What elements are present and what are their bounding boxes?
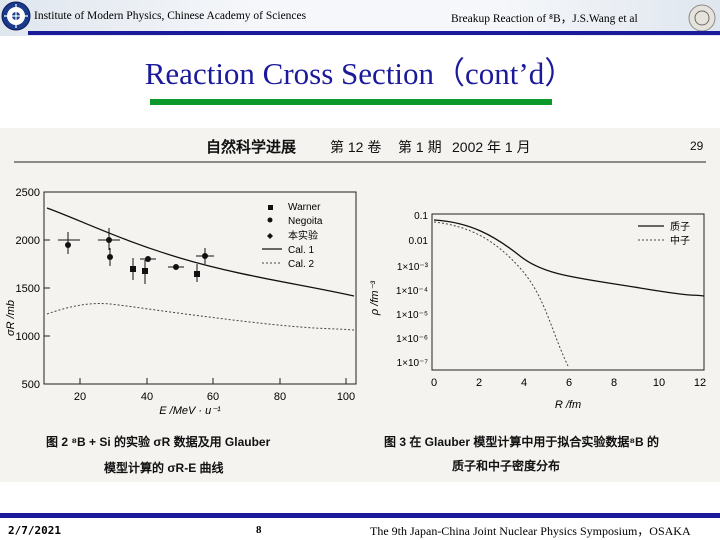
fig2-ytick-label: 2500 <box>16 187 40 199</box>
fig3-xlabel: R /fm <box>555 399 581 411</box>
scanned-figure: 自然科学进展 第 12 卷 第 1 期 2002 年 1 月 29 2500 2… <box>0 128 720 482</box>
header-talk-title: Breakup Reaction of ⁸B，J.S.Wang et al <box>451 13 638 25</box>
fig2-ylabel: σR /mb <box>5 300 17 336</box>
fig2-xtick-label: 40 <box>141 391 153 403</box>
fig3-ytick-label: 1×10⁻⁵ <box>396 310 428 321</box>
journal-issue: 第 1 期 <box>398 139 442 155</box>
footer-divider <box>0 513 720 518</box>
fig3-ylabel: ρ /fm⁻³ <box>369 281 381 316</box>
footer-date: 2/7/2021 <box>8 524 61 537</box>
fig3-legend-label: 质子 <box>670 221 690 233</box>
slide-title: Reaction Cross Section（cont’d） <box>144 56 576 91</box>
fig3-xtick-label: 4 <box>521 377 527 389</box>
fig2-xticks: 20 40 60 80 100 <box>74 378 355 403</box>
fig3-xtick-label: 0 <box>431 377 437 389</box>
fig2-yticks: 2500 2000 1500 1000 500 <box>16 187 50 391</box>
fig2-ytick-label: 500 <box>22 379 40 391</box>
header-divider <box>28 31 720 35</box>
title-underline <box>150 99 552 105</box>
fig3-ytick-label: 0.1 <box>414 211 428 222</box>
fig3-xtick-label: 2 <box>476 377 482 389</box>
fig3-xticks: 0 2 4 6 8 10 12 <box>431 377 706 389</box>
fig2-caption: 图 2 ⁸B + Si 的实验 σR 数据及用 Glauber <box>46 434 271 449</box>
fig2-xtick-label: 80 <box>274 391 286 403</box>
fig2-legend: Warner Negoita 本实验 Cal. 1 Cal. 2 <box>262 202 323 270</box>
fig3-ytick-label: 1×10⁻⁴ <box>396 286 428 297</box>
fig3-xtick-label: 10 <box>653 377 665 389</box>
footer-page-number: 8 <box>256 524 262 536</box>
fig3-caption: 质子和中子密度分布 <box>452 458 560 473</box>
journal-page-number: 29 <box>690 139 704 153</box>
fig3-curve-proton <box>433 219 705 297</box>
header-band <box>0 0 720 36</box>
fig3-legend-label: 中子 <box>670 234 690 247</box>
fig2-xtick-label: 100 <box>337 391 355 403</box>
footer-symposium: The 9th Japan-China Joint Nuclear Physic… <box>370 524 691 538</box>
fig2-curve-cal1 <box>46 207 355 297</box>
fig2-data-points <box>58 228 214 284</box>
fig2-caption: 模型计算的 σR-E 曲线 <box>104 460 224 475</box>
fig3-curve-neutron <box>433 221 569 367</box>
fig3-ytick-label: 1×10⁻⁷ <box>397 358 429 369</box>
fig2-xtick-label: 20 <box>74 391 86 403</box>
fig2-xlabel: E /MeV · u⁻¹ <box>159 405 221 417</box>
fig2-point <box>65 242 71 248</box>
journal-name: 自然科学进展 <box>206 138 296 156</box>
conference-logo <box>688 4 716 32</box>
journal-volume: 第 12 卷 <box>330 139 381 155</box>
fig2-legend-label: Warner <box>288 202 321 213</box>
fig3-legend: 质子 中子 <box>638 221 690 247</box>
fig2-legend-label: Cal. 1 <box>288 245 315 256</box>
fig2-legend-label: 本实验 <box>288 229 318 242</box>
fig2-legend-label: Cal. 2 <box>288 259 315 270</box>
fig2-ytick-label: 1500 <box>16 283 40 295</box>
fig2-point <box>106 237 112 243</box>
fig3-xtick-label: 6 <box>566 377 572 389</box>
fig3-ytick-label: 1×10⁻⁶ <box>396 334 428 345</box>
fig2-ytick-label: 2000 <box>16 235 40 247</box>
fig3-caption: 图 3 在 Glauber 模型计算中用于拟合实验数据⁸B 的 <box>384 434 659 449</box>
fig2-ytick-label: 1000 <box>16 331 40 343</box>
institute-logo <box>1 1 31 31</box>
journal-date: 2002 年 1 月 <box>452 139 531 155</box>
fig2-curve-cal2 <box>46 303 355 331</box>
fig3-xtick-label: 8 <box>611 377 617 389</box>
journal-page: 自然科学进展 第 12 卷 第 1 期 2002 年 1 月 29 2500 2… <box>5 138 706 475</box>
header-institute: Institute of Modern Physics, Chinese Aca… <box>34 10 307 22</box>
fig2-legend-label: Negoita <box>288 216 323 227</box>
fig3-frame <box>431 213 705 371</box>
fig3-yticks: 0.1 0.01 1×10⁻³ 1×10⁻⁴ 1×10⁻⁵ 1×10⁻⁶ 1×1… <box>396 211 429 369</box>
fig2-xtick-label: 60 <box>207 391 219 403</box>
fig3-ytick-label: 0.01 <box>409 236 429 247</box>
fig3-ytick-label: 1×10⁻³ <box>397 262 429 273</box>
fig3-xtick-label: 12 <box>694 377 706 389</box>
